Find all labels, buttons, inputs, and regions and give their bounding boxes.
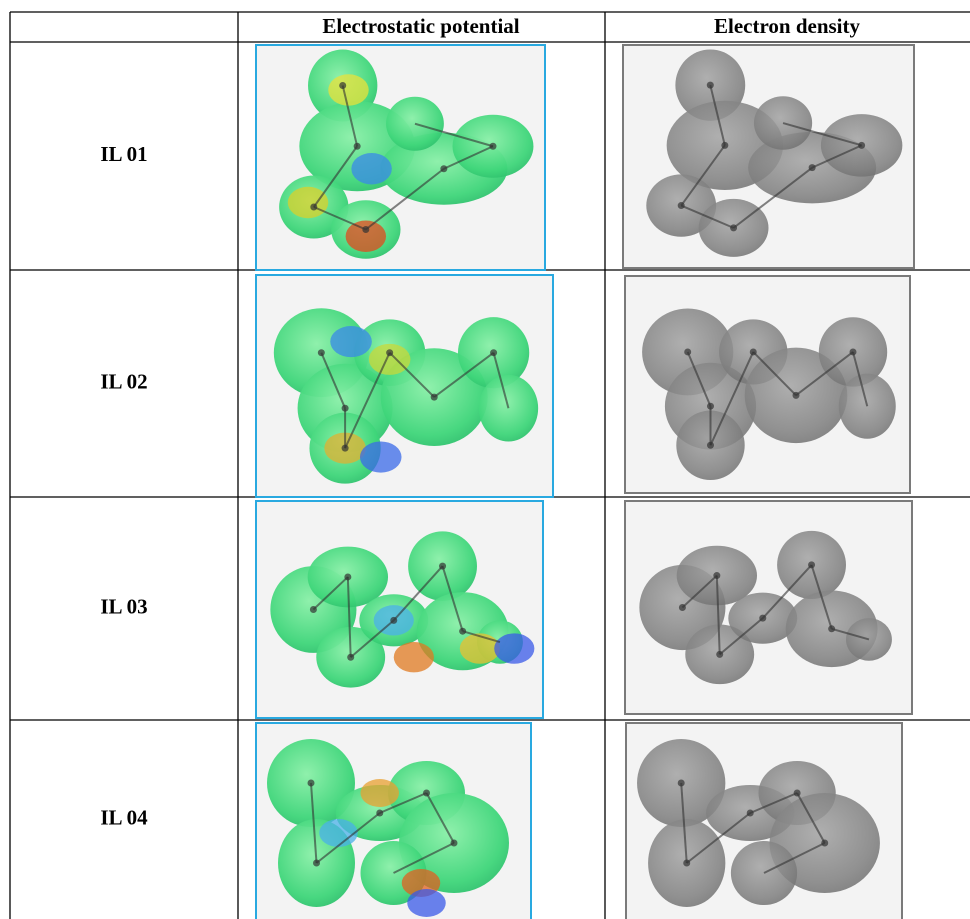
page: Electrostatic potential Electron density…	[0, 0, 970, 919]
atom	[318, 349, 325, 356]
atom	[678, 780, 685, 787]
atom	[793, 392, 800, 399]
atom	[794, 790, 801, 797]
potential-spot	[330, 326, 372, 357]
atom	[808, 561, 815, 568]
atom	[440, 165, 447, 172]
potential-spot	[319, 819, 358, 847]
column-header: Electron density	[714, 14, 861, 38]
atom	[678, 202, 685, 209]
potential-spot	[369, 344, 411, 375]
potential-spot	[460, 633, 500, 663]
density-image	[623, 45, 914, 268]
atom	[850, 348, 857, 355]
atom	[431, 394, 438, 401]
atom	[354, 143, 361, 150]
atom	[390, 617, 397, 624]
esp-image	[256, 275, 553, 497]
row-label: IL 02	[100, 369, 147, 393]
row-label: IL 01	[100, 142, 147, 166]
atom	[858, 142, 865, 149]
density-image	[626, 723, 902, 919]
potential-spot	[407, 889, 446, 917]
potential-spot	[361, 779, 400, 807]
density-image	[625, 501, 912, 714]
atom	[730, 224, 737, 231]
atom	[721, 142, 728, 149]
atom	[344, 573, 351, 580]
density-image	[625, 276, 910, 493]
atom	[313, 860, 320, 867]
atom	[747, 810, 754, 817]
atom	[310, 606, 317, 613]
atom	[707, 403, 714, 410]
atom	[386, 349, 393, 356]
atom	[809, 164, 816, 171]
atom	[342, 405, 349, 412]
table: Electrostatic potential Electron density…	[0, 0, 970, 919]
atom	[684, 348, 691, 355]
atom	[713, 572, 720, 579]
atom	[707, 82, 714, 89]
atom	[821, 840, 828, 847]
atom	[759, 615, 766, 622]
atom	[683, 860, 690, 867]
esp-image	[256, 45, 545, 270]
atom	[362, 226, 369, 233]
column-header: Electrostatic potential	[322, 14, 519, 38]
potential-spot	[346, 221, 386, 253]
atom	[828, 625, 835, 632]
atom	[490, 349, 497, 356]
potential-spot	[360, 442, 402, 473]
atom	[716, 651, 723, 658]
atom	[439, 563, 446, 570]
atom	[423, 790, 430, 797]
atom	[451, 840, 458, 847]
potential-spot	[288, 187, 328, 219]
row-label: IL 04	[100, 805, 148, 829]
esp-image	[256, 501, 543, 718]
potential-spot	[351, 153, 391, 185]
row-label: IL 03	[100, 594, 147, 618]
atom	[707, 442, 714, 449]
potential-spot	[494, 633, 534, 663]
atom	[459, 628, 466, 635]
potential-spot	[394, 642, 434, 672]
atom	[308, 780, 315, 787]
atom	[342, 445, 349, 452]
atom	[310, 204, 317, 211]
atom	[679, 604, 686, 611]
potential-spot	[328, 74, 368, 106]
atom	[376, 810, 383, 817]
esp-image	[256, 723, 531, 919]
atom	[339, 82, 346, 89]
atom	[750, 348, 757, 355]
atom	[347, 654, 354, 661]
atom	[489, 143, 496, 150]
